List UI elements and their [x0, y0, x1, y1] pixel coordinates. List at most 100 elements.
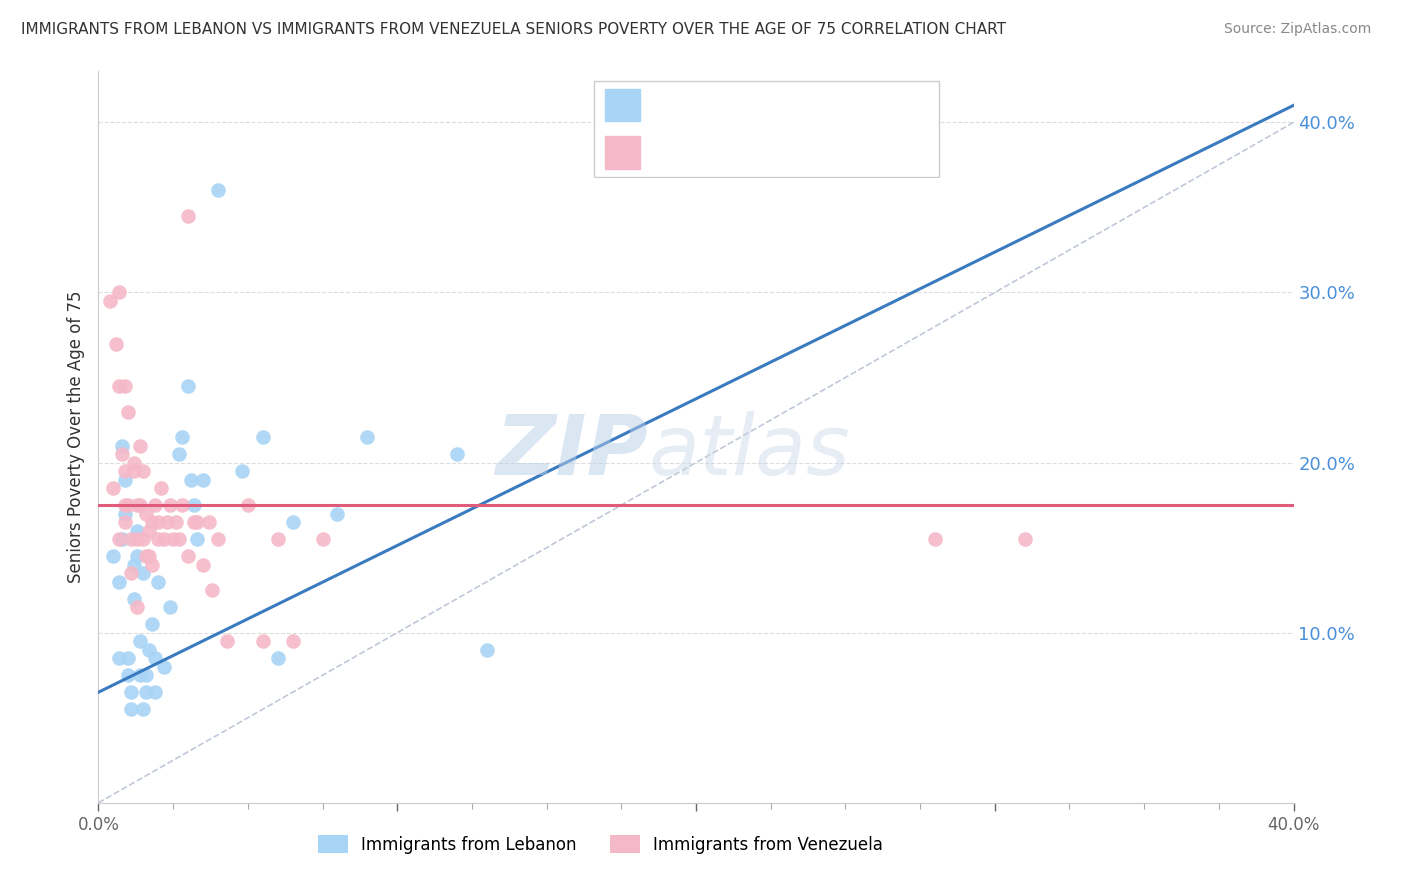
Point: [108, 574, 131, 589]
Point: [138, 549, 160, 563]
Point: [177, 379, 200, 393]
Point: [129, 668, 152, 682]
Point: [186, 515, 208, 529]
Point: [111, 532, 134, 546]
Point: [138, 642, 160, 657]
Point: [124, 456, 146, 470]
Point: [252, 634, 274, 648]
Text: ZIP: ZIP: [495, 411, 648, 492]
Point: [183, 515, 205, 529]
Point: [148, 532, 170, 546]
Point: [475, 642, 498, 657]
Point: [117, 498, 139, 512]
Point: [127, 524, 149, 538]
Point: [132, 702, 155, 716]
Point: [111, 447, 134, 461]
Point: [267, 651, 290, 665]
Point: [108, 532, 131, 546]
Point: [135, 668, 157, 682]
Point: [186, 532, 208, 546]
Point: [207, 183, 229, 197]
Point: [132, 566, 155, 581]
Point: [117, 651, 139, 665]
Point: [120, 702, 142, 716]
Point: [215, 634, 238, 648]
Y-axis label: Seniors Poverty Over the Age of 75: Seniors Poverty Over the Age of 75: [66, 291, 84, 583]
Point: [124, 464, 146, 478]
Point: [1014, 532, 1036, 546]
Text: R = -0.008   N = 57: R = -0.008 N = 57: [654, 143, 825, 161]
Point: [117, 404, 139, 418]
Point: [167, 532, 190, 546]
Point: [143, 685, 166, 699]
Point: [108, 651, 131, 665]
Point: [326, 507, 349, 521]
Point: [129, 498, 152, 512]
Point: [198, 515, 221, 529]
Point: [103, 481, 125, 495]
Point: [159, 600, 181, 615]
Point: [167, 447, 190, 461]
Text: IMMIGRANTS FROM LEBANON VS IMMIGRANTS FROM VENEZUELA SENIORS POVERTY OVER THE AG: IMMIGRANTS FROM LEBANON VS IMMIGRANTS FR…: [21, 22, 1007, 37]
Point: [180, 473, 202, 487]
Point: [129, 439, 152, 453]
Point: [114, 507, 136, 521]
Point: [165, 515, 187, 529]
Point: [143, 498, 166, 512]
Point: [138, 524, 160, 538]
Point: [172, 430, 194, 444]
Text: R =  0.469   N = 44: R = 0.469 N = 44: [654, 96, 824, 114]
Point: [148, 574, 170, 589]
Point: [162, 532, 184, 546]
Legend: Immigrants from Lebanon, Immigrants from Venezuela: Immigrants from Lebanon, Immigrants from…: [311, 829, 890, 860]
Point: [156, 515, 179, 529]
Point: [150, 481, 173, 495]
Text: Source: ZipAtlas.com: Source: ZipAtlas.com: [1223, 22, 1371, 37]
Point: [114, 379, 136, 393]
Point: [159, 498, 181, 512]
Point: [148, 515, 170, 529]
Point: [201, 583, 224, 598]
Point: [111, 439, 134, 453]
Point: [177, 209, 200, 223]
Text: atlas: atlas: [648, 411, 849, 492]
Point: [114, 473, 136, 487]
Point: [207, 532, 229, 546]
Point: [105, 336, 128, 351]
Point: [143, 651, 166, 665]
Point: [127, 549, 149, 563]
Point: [231, 464, 253, 478]
Point: [311, 532, 333, 546]
Point: [356, 430, 378, 444]
FancyBboxPatch shape: [593, 81, 939, 178]
Point: [129, 634, 152, 648]
Point: [924, 532, 946, 546]
Point: [127, 532, 149, 546]
Point: [267, 532, 290, 546]
Point: [153, 532, 176, 546]
Point: [446, 447, 468, 461]
Point: [236, 498, 259, 512]
Point: [191, 558, 214, 572]
Point: [132, 464, 155, 478]
Point: [141, 558, 163, 572]
Point: [127, 600, 149, 615]
Bar: [605, 89, 640, 121]
Point: [120, 532, 142, 546]
Point: [252, 430, 274, 444]
Point: [135, 685, 157, 699]
Point: [114, 498, 136, 512]
Point: [114, 515, 136, 529]
Point: [172, 498, 194, 512]
Point: [127, 498, 149, 512]
Point: [120, 685, 142, 699]
Point: [141, 515, 163, 529]
Point: [191, 473, 214, 487]
Point: [124, 591, 146, 606]
Point: [281, 634, 304, 648]
Point: [120, 566, 142, 581]
Point: [98, 293, 122, 308]
Bar: [605, 136, 640, 169]
Point: [135, 507, 157, 521]
Point: [117, 668, 139, 682]
